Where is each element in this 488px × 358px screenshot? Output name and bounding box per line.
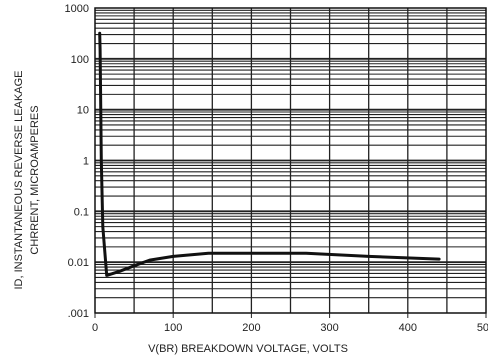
y-tick-label: 1000 — [65, 3, 89, 15]
y-axis-label-line1: ID, INSTANTANEOUS REVERSE LEAKAGE — [13, 70, 25, 289]
y-axis-ticks: .001 0.01 0.1 1 10 100 1000 — [65, 3, 89, 320]
x-tick-label: 200 — [242, 322, 260, 334]
y-tick-label: 0.1 — [74, 206, 89, 218]
x-tick-label: 500 — [477, 322, 488, 334]
y-tick-label: .001 — [68, 308, 89, 320]
x-tick-label: 0 — [92, 322, 98, 334]
y-tick-label: 0.01 — [68, 257, 89, 269]
x-axis-ticks: 0 100 200 300 400 500 — [92, 313, 488, 334]
x-tick-label: 100 — [164, 322, 182, 334]
grid-lines — [95, 8, 486, 313]
x-tick-label: 300 — [320, 322, 338, 334]
y-axis-label-line2: CHRRENT, MICROAMPERES — [29, 105, 41, 254]
series-line — [98, 31, 441, 277]
plot-frame — [94, 7, 487, 314]
y-tick-label: 1 — [83, 156, 89, 168]
x-tick-label: 400 — [399, 322, 417, 334]
x-axis-label: V(BR) BREAKDOWN VOLTAGE, VOLTS — [148, 343, 348, 355]
y-tick-label: 100 — [71, 54, 89, 66]
y-tick-label: 10 — [77, 105, 89, 117]
